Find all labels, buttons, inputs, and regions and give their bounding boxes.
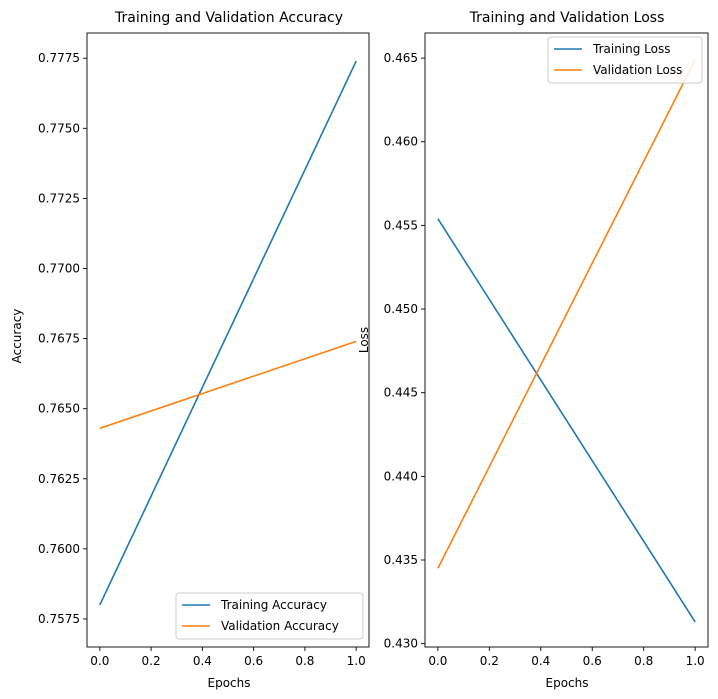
series-line-training-accuracy [99,60,357,606]
accuracy-x-tick-label: 0.2 [142,654,161,668]
accuracy-legend-box [175,592,364,640]
legend-label-validation-accuracy: Validation Accuracy [221,619,339,633]
loss-x-axis-label: Epochs [546,676,589,690]
accuracy-x-tick-label: 0.0 [90,654,109,668]
accuracy-x-tick-label: 0.4 [193,654,212,668]
loss-x-tick-label: 0.2 [480,654,499,668]
loss-y-tick-label: 0.440 [384,469,418,483]
accuracy-chart-title: Training and Validation Accuracy [114,10,343,26]
series-line-validation-accuracy [99,340,357,430]
legend-label-training-accuracy: Training Accuracy [220,598,327,612]
loss-y-tick-label: 0.450 [384,302,418,316]
series-line-training-loss [437,218,696,623]
accuracy-y-tick-label: 0.7750 [38,121,80,135]
accuracy-y-axis-label: Accuracy [10,309,24,364]
loss-x-tick-label: 0.0 [428,654,447,668]
loss-x-tick-label: 1.0 [686,654,705,668]
accuracy-y-tick-label: 0.7650 [38,402,80,416]
accuracy-plot-frame [86,32,370,648]
accuracy-series-lines [99,60,357,606]
loss-y-ticks: 0.430 0.435 0.440 0.445 0.450 0.455 0.460 0.465 [384,51,425,651]
accuracy-y-tick-label: 0.7600 [38,542,80,556]
loss-y-tick-label: 0.460 [384,135,418,149]
accuracy-panel: Training and Validation Accuracy Accurac… [10,10,370,690]
accuracy-legend: Training Accuracy Validation Accuracy [175,592,364,640]
loss-y-tick-label: 0.455 [384,218,418,232]
accuracy-y-tick-label: 0.7725 [38,191,80,205]
loss-plot-frame [424,32,709,648]
accuracy-y-ticks: 0.7575 0.7600 0.7625 0.7650 0.7675 0.7700 0.77… [38,51,87,626]
accuracy-y-tick-label: 0.7575 [38,612,80,626]
loss-y-tick-label: 0.465 [384,51,418,65]
loss-legend-box [547,36,703,84]
loss-y-tick-label: 0.435 [384,553,418,567]
loss-x-ticks: 0.0 0.2 0.4 0.6 0.8 1.0 [428,647,705,668]
loss-y-tick-label: 0.445 [384,386,418,400]
accuracy-x-tick-label: 0.8 [295,654,314,668]
loss-legend: Training Loss Validation Loss [547,36,703,84]
accuracy-x-axis-label: Epochs [208,676,251,690]
series-line-validation-loss [437,59,696,569]
legend-label-training-loss: Training Loss [592,42,670,56]
accuracy-y-tick-label: 0.7675 [38,332,80,346]
loss-x-tick-label: 0.8 [634,654,653,668]
accuracy-x-tick-label: 0.6 [244,654,263,668]
loss-y-tick-label: 0.430 [384,637,418,651]
loss-x-tick-label: 0.6 [583,654,602,668]
loss-y-axis-label: Loss [357,327,371,353]
loss-panel: Training and Validation Loss Loss Epochs… [357,10,709,690]
accuracy-y-tick-label: 0.7625 [38,472,80,486]
legend-label-validation-loss: Validation Loss [593,63,682,77]
loss-x-tick-label: 0.4 [531,654,550,668]
accuracy-x-tick-label: 1.0 [347,654,366,668]
loss-series-lines [437,59,696,623]
loss-chart-title: Training and Validation Loss [469,10,665,26]
accuracy-x-ticks: 0.0 0.2 0.4 0.6 0.8 1.0 [90,647,366,668]
accuracy-y-tick-label: 0.7775 [38,51,80,65]
accuracy-y-tick-label: 0.7700 [38,262,80,276]
